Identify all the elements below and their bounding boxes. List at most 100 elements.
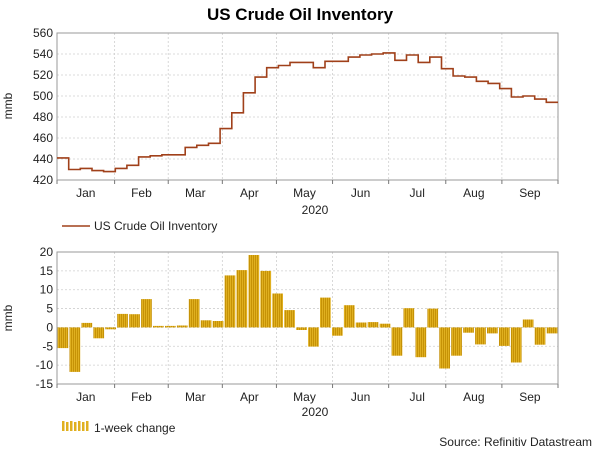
weekly-change-y-tick-label: 5: [46, 302, 53, 316]
inventory-x-tick-label: Jul: [410, 186, 425, 200]
chart-title: US Crude Oil Inventory: [207, 5, 394, 24]
weekly-change-bar: [93, 327, 105, 339]
weekly-change-bar: [188, 299, 200, 328]
inventory-x-tick-label: Jan: [76, 186, 95, 200]
inventory-x-tick-label: Jun: [351, 186, 370, 200]
weekly-change-x-tick-label: Aug: [463, 390, 484, 404]
weekly-change-bar: [296, 327, 307, 330]
weekly-change-bar: [475, 327, 486, 345]
inventory-line: [57, 52, 558, 173]
weekly-change-bar: [284, 310, 295, 328]
weekly-change-y-tick-label: 0: [46, 320, 53, 334]
weekly-change-bar: [415, 327, 427, 358]
weekly-change-bar: [165, 325, 176, 328]
inventory-y-tick-label: 420: [33, 173, 53, 187]
weekly-change-x-ticks: Jan Feb Mar Apr May Jun Jul Aug Sep: [56, 384, 559, 404]
weekly-change-bar: [248, 255, 260, 328]
weekly-change-bar: [487, 327, 498, 334]
weekly-change-bar: [176, 325, 188, 328]
weekly-change-bar: [57, 327, 69, 349]
inventory-y-tick-label: 440: [33, 152, 53, 166]
weekly-change-bar: [522, 319, 534, 328]
weekly-change-x-tick-label: Sep: [519, 390, 541, 404]
weekly-change-bar: [69, 327, 81, 372]
weekly-change-bar: [427, 308, 439, 328]
inventory-x-label: 2020: [302, 203, 329, 217]
weekly-change-x-tick-label: Mar: [185, 390, 206, 404]
weekly-change-bar: [546, 327, 558, 334]
inventory-x-tick-label: Apr: [240, 186, 259, 200]
weekly-change-bar: [260, 270, 272, 328]
weekly-change-bar: [320, 297, 331, 328]
weekly-change-bar: [463, 327, 474, 333]
weekly-change-legend-swatch: [62, 421, 89, 431]
inventory-panel: 420 440 460 480 500 520 540 560 Jan Feb Mar Apr May…: [1, 26, 559, 233]
weekly-change-bar: [272, 293, 283, 328]
weekly-change-x-tick-label: Jan: [76, 390, 95, 404]
inventory-y-tick-label: 540: [33, 47, 53, 61]
inventory-gridlines: [57, 32, 558, 181]
weekly-change-bar: [141, 299, 152, 328]
weekly-change-bar: [105, 327, 116, 330]
weekly-change-x-tick-label: Feb: [131, 390, 152, 404]
weekly-change-y-tick-label: 10: [40, 283, 54, 297]
weekly-change-bar: [510, 327, 522, 363]
legend-swatch-bar: [70, 421, 73, 431]
weekly-change-y-tick-label: -15: [36, 377, 54, 391]
weekly-change-y-tick-label: -10: [36, 358, 54, 372]
legend-swatch-bar: [74, 422, 77, 431]
weekly-change-bar: [224, 275, 236, 328]
inventory-y-tick-label: 520: [33, 68, 53, 82]
weekly-change-bar: [451, 327, 462, 356]
inventory-x-tick-label: Feb: [131, 186, 152, 200]
inventory-y-ticks: 420 440 460 480 500 520 540 560: [33, 26, 53, 187]
weekly-change-bar: [332, 327, 343, 336]
weekly-change-bar: [308, 327, 319, 347]
weekly-change-y-tick-label: -5: [42, 339, 53, 353]
weekly-change-bar: [379, 323, 391, 328]
weekly-change-bar: [200, 320, 212, 328]
weekly-change-x-tick-label: Apr: [240, 390, 259, 404]
inventory-y-tick-label: 560: [33, 26, 53, 40]
weekly-change-bar: [499, 327, 510, 346]
weekly-change-bar: [439, 327, 450, 369]
weekly-change-bar: [153, 325, 164, 328]
inventory-y-label: mmb: [1, 92, 15, 119]
inventory-legend: US Crude Oil Inventory: [62, 219, 217, 233]
weekly-change-y-tick-label: 20: [40, 245, 54, 259]
weekly-change-bar: [81, 322, 93, 328]
inventory-x-tick-label: Aug: [463, 186, 484, 200]
legend-swatch-bar: [62, 421, 65, 431]
weekly-change-bar: [236, 270, 248, 328]
legend-swatch-bar: [78, 421, 81, 431]
weekly-change-legend: 1-week change: [62, 421, 176, 435]
inventory-plot-frame: [56, 32, 559, 181]
inventory-y-tick-label: 500: [33, 89, 53, 103]
weekly-change-bar: [212, 321, 224, 328]
weekly-change-x-tick-label: Jun: [351, 390, 370, 404]
weekly-change-bar: [367, 322, 379, 328]
weekly-change-bar: [355, 322, 367, 328]
inventory-x-tick-label: Mar: [185, 186, 206, 200]
weekly-change-bar: [129, 314, 140, 328]
weekly-change-bar: [403, 308, 415, 328]
legend-swatch-bar: [86, 421, 89, 431]
weekly-change-bars: [57, 255, 558, 372]
inventory-y-tick-label: 480: [33, 110, 53, 124]
inventory-x-tick-label: May: [293, 186, 316, 200]
weekly-change-plot-frame: [56, 251, 559, 385]
inventory-y-tick-label: 460: [33, 131, 53, 145]
weekly-change-panel: -15 -10 -5 0 5 10 15 20 Jan Feb Mar Apr May Jun Jul Au…: [1, 245, 559, 435]
legend-swatch-bar: [66, 422, 69, 431]
source-note: Source: Refinitiv Datastream: [439, 435, 592, 449]
weekly-change-bar: [117, 313, 128, 328]
weekly-change-x-tick-label: May: [293, 390, 316, 404]
weekly-change-bar: [391, 327, 403, 356]
inventory-x-ticks: Jan Feb Mar Apr May Jun Jul Aug Sep: [56, 180, 559, 200]
weekly-change-y-tick-label: 15: [40, 264, 54, 278]
weekly-change-x-tick-label: Jul: [410, 390, 425, 404]
legend-swatch-bar: [82, 422, 85, 431]
weekly-change-bar: [534, 327, 546, 345]
weekly-change-y-ticks: -15 -10 -5 0 5 10 15 20: [36, 245, 54, 391]
